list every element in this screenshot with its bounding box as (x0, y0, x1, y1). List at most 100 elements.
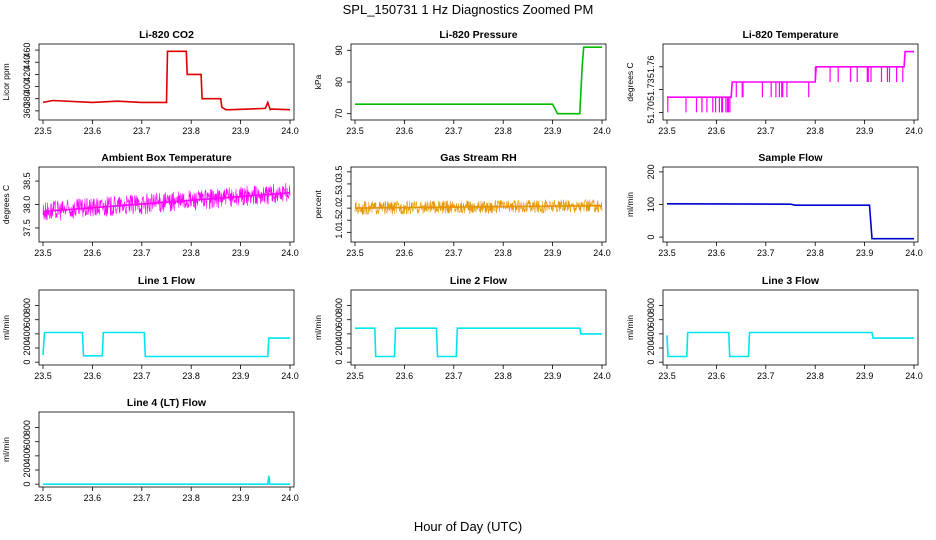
x-tick-label: 23.5 (658, 248, 676, 258)
y-tick-label: 400 (646, 326, 656, 341)
chart-panel: Line 2 Flow ml/min 23.5 23.6 23.7 23.8 23.9 24.… (313, 275, 611, 381)
y-tick-label: 100 (646, 197, 656, 212)
x-tick-label: 23.8 (806, 248, 824, 258)
y-tick-label: 400 (22, 448, 32, 463)
x-tick-label: 23.9 (232, 126, 250, 136)
y-tick-label: 460 (22, 43, 32, 58)
x-tick-label: 24.0 (281, 126, 299, 136)
x-tick-label: 23.5 (658, 371, 676, 381)
series-line (355, 327, 602, 358)
panel-title: Line 1 Flow (138, 275, 196, 287)
y-tick-label: 200 (646, 341, 656, 356)
y-tick-label: 800 (22, 298, 32, 313)
y-tick-label: 200 (334, 341, 344, 356)
y-tick-label: 2.0 (334, 202, 344, 215)
y-tick-label: 90 (334, 45, 344, 55)
series-line (666, 331, 914, 358)
x-tick-label: 24.0 (593, 126, 611, 136)
y-tick-label: 800 (646, 298, 656, 313)
panel-title: Ambient Box Temperature (101, 152, 232, 164)
x-tick-label: 23.6 (708, 126, 726, 136)
x-tick-label: 23.7 (757, 371, 775, 381)
chart-panel: Li-820 Pressure kPa 23.5 23.6 23.7 23.8 23.9 24… (313, 29, 611, 136)
x-tick-label: 23.7 (445, 371, 463, 381)
x-tick-label: 23.9 (544, 371, 562, 381)
y-tick-label: 0 (22, 360, 32, 365)
x-tick-label: 23.5 (34, 371, 52, 381)
x-tick-label: 23.5 (34, 493, 52, 503)
x-tick-label: 23.6 (396, 248, 414, 258)
chart-panel: Li-820 Temperature degrees C 23.5 23.6 23.7 2… (625, 29, 923, 136)
y-tick-label: 0 (22, 482, 32, 487)
y-axis-label: ml/min (625, 315, 635, 340)
y-axis-label: ml/min (1, 315, 11, 340)
series-line (666, 203, 914, 240)
y-tick-label: 600 (22, 434, 32, 449)
y-tick-label: 38.5 (22, 172, 32, 190)
y-axis-label: kPa (313, 74, 323, 89)
y-tick-label: 0 (646, 360, 656, 365)
series-line (43, 475, 290, 485)
x-tick-label: 23.8 (494, 126, 512, 136)
y-tick-label: 51.73 (646, 78, 656, 101)
y-tick-label: 38.0 (22, 196, 32, 214)
y-tick-label: 400 (334, 326, 344, 341)
x-tick-label: 23.5 (346, 371, 364, 381)
panels-container: Li-820 CO2 Licor ppm 23.5 23.6 23.7 23.8 23.9 2… (1, 29, 923, 503)
series-line (355, 46, 602, 115)
series-line (42, 331, 290, 358)
y-tick-label: 380 (22, 91, 32, 106)
x-tick-label: 23.5 (346, 126, 364, 136)
y-axis-label: ml/min (625, 192, 635, 217)
x-tick-label: 23.6 (84, 493, 102, 503)
series-noise (42, 182, 291, 221)
y-axis-label: percent (313, 190, 323, 219)
y-axis-label: ml/min (1, 437, 11, 462)
x-tick-label: 23.6 (84, 248, 102, 258)
x-tick-label: 23.5 (346, 248, 364, 258)
panel-title: Line 3 Flow (762, 275, 820, 287)
x-tick-label: 23.5 (658, 126, 676, 136)
chart-panel: Li-820 CO2 Licor ppm 23.5 23.6 23.7 23.8 23.9 2… (1, 29, 299, 136)
x-tick-label: 23.9 (544, 248, 562, 258)
x-tick-label: 23.9 (856, 371, 874, 381)
y-tick-label: 200 (22, 341, 32, 356)
y-tick-label: 70 (334, 109, 344, 119)
y-axis-label: Licor ppm (1, 63, 11, 100)
x-tick-label: 24.0 (281, 248, 299, 258)
y-axis-label: degrees C (1, 185, 11, 224)
figure-xlabel: Hour of Day (UTC) (414, 519, 522, 534)
x-tick-label: 23.6 (84, 371, 102, 381)
chart-panel: Gas Stream RH percent 23.5 23.6 23.7 23.8 23.9… (313, 152, 611, 258)
y-tick-label: 80 (334, 77, 344, 87)
chart-panel: Ambient Box Temperature degrees C 23.5 23.6… (1, 152, 299, 258)
y-tick-label: 3.0 (334, 178, 344, 191)
x-tick-label: 23.6 (708, 371, 726, 381)
x-tick-label: 23.7 (133, 126, 151, 136)
y-tick-label: 420 (22, 67, 32, 82)
x-tick-label: 23.9 (232, 371, 250, 381)
x-tick-label: 24.0 (281, 371, 299, 381)
x-tick-label: 23.9 (232, 493, 250, 503)
x-tick-label: 23.7 (445, 248, 463, 258)
x-tick-label: 23.8 (182, 248, 200, 258)
panel-title: Li-820 CO2 (139, 29, 194, 41)
y-tick-label: 200 (22, 463, 32, 478)
x-tick-label: 23.5 (34, 248, 52, 258)
series-line (667, 50, 914, 98)
panel-title: Line 2 Flow (450, 275, 508, 287)
plot-frame (38, 411, 295, 488)
y-tick-label: 1.5 (334, 214, 344, 227)
x-tick-label: 23.7 (445, 126, 463, 136)
y-tick-label: 2.5 (334, 190, 344, 203)
x-tick-label: 23.7 (757, 126, 775, 136)
series-noise (354, 199, 603, 215)
plot-frame (662, 43, 919, 121)
y-tick-label: 200 (646, 164, 656, 179)
x-tick-label: 23.8 (806, 371, 824, 381)
chart-panel: Line 4 (LT) Flow ml/min 23.5 23.6 23.7 23.8 23… (1, 397, 299, 503)
y-tick-label: 440 (22, 55, 32, 70)
x-tick-label: 23.5 (34, 126, 52, 136)
x-tick-label: 23.9 (232, 248, 250, 258)
y-axis-label: ml/min (313, 315, 323, 340)
